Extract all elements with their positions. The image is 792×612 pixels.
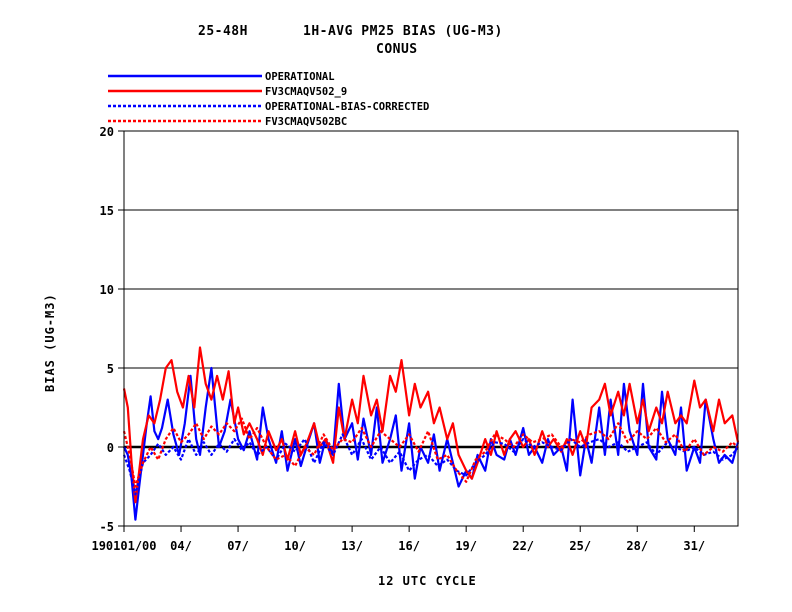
series-layer [122,346,740,521]
y-tick-label: 10 [100,283,114,297]
y-tick-label: -5 [100,520,114,534]
series-line-3 [122,433,739,496]
x-tick-label: 190101/00 [91,539,156,553]
y-tick-label: 20 [100,125,114,139]
y-axis-ticks: -5 0 5 10 15 20 [100,125,124,534]
x-tick-label: 25/ [569,539,591,553]
x-tick-label: 07/ [227,539,249,553]
x-axis-ticks: 190101/00 04/07/10/13/16/19/22/25/28/31/ [91,526,705,553]
chart-title-left: 25-48H [198,24,248,39]
x-tick-label: 16/ [398,539,420,553]
x-tick-label: 04/ [170,539,192,553]
legend: OPERATIONAL FV3CMAQV502_9 OPERATIONAL-BIAS… [108,71,429,128]
x-tick-label: 10/ [284,539,306,553]
x-tick-label: 22/ [512,539,534,553]
chart-subtitle: CONUS [376,42,418,57]
y-tick-label: 0 [107,441,114,455]
x-tick-label: 13/ [341,539,363,553]
legend-label-3: OPERATIONAL-BIAS-CORRECTED [265,101,429,113]
y-tick-label: 5 [107,362,114,376]
legend-label-4: FV3CMAQV502BC [265,116,347,128]
plot-border [123,130,739,527]
series-line-2 [122,346,740,504]
chart-title-right: 1H-AVG PM25 BIAS (UG-M3) [303,24,503,39]
legend-label-1: OPERATIONAL [265,71,335,83]
series-line-1 [123,366,740,521]
x-tick-label: 28/ [626,539,648,553]
series-line-4 [122,417,739,488]
y-axis-label: BIAS (UG-M3) [43,293,57,392]
y-tick-label: 15 [100,204,114,218]
x-axis-label: 12 UTC CYCLE [378,574,477,588]
x-tick-label: 31/ [683,539,705,553]
plot-frame [123,130,739,527]
legend-label-2: FV3CMAQV502_9 [265,86,347,98]
x-tick-label: 19/ [455,539,477,553]
